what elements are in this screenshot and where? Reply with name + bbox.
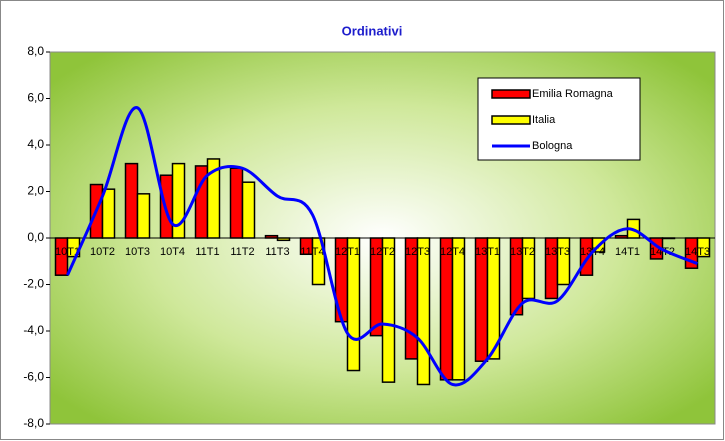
y-tick-label: -6,0 (23, 370, 44, 384)
x-tick-label: 10T4 (160, 246, 185, 258)
legend-label: Emilia Romagna (532, 88, 614, 100)
bar (311, 237, 326, 286)
bar (136, 193, 151, 239)
bar (521, 237, 536, 300)
x-tick-label: 10T2 (90, 246, 115, 258)
bar (241, 181, 256, 239)
x-tick-label: 13T1 (475, 246, 500, 258)
x-tick-label: 11T1 (195, 246, 219, 258)
x-tick-label: 14T3 (685, 246, 710, 258)
bar (439, 237, 454, 381)
bar (101, 188, 116, 239)
x-tick-label: 11T4 (300, 246, 324, 258)
bar (614, 234, 629, 239)
y-tick-label: 0,0 (27, 230, 44, 244)
y-tick-label: 4,0 (27, 137, 44, 151)
x-tick-label: 12T3 (405, 246, 430, 258)
x-tick-label: 12T4 (440, 246, 465, 258)
x-tick-label: 10T3 (125, 246, 150, 258)
x-tick-label: 13T3 (545, 246, 570, 258)
legend-label: Bologna (532, 140, 573, 152)
y-tick-label: -8,0 (23, 416, 44, 430)
x-tick-label: 14T1 (615, 246, 640, 258)
y-tick-label: 8,0 (27, 44, 44, 58)
bar (696, 237, 711, 258)
chart-title: Ordinativi (342, 23, 403, 38)
legend-swatch (491, 89, 531, 99)
bar (661, 237, 676, 240)
bar (416, 237, 431, 386)
x-tick-label: 11T2 (230, 246, 254, 258)
bar (171, 162, 186, 239)
bar (276, 237, 291, 242)
x-tick-label: 11T3 (265, 246, 289, 258)
bar (486, 237, 501, 360)
bar (451, 237, 466, 381)
bar (229, 167, 244, 239)
line (66, 106, 699, 387)
legend-label: Italia (532, 114, 556, 126)
x-tick-label: 14T2 (650, 246, 675, 258)
y-tick-label: -2,0 (23, 277, 44, 291)
y-tick-label: 2,0 (27, 184, 44, 198)
legend-swatch (491, 115, 531, 125)
y-tick-label: -4,0 (23, 323, 44, 337)
x-tick-label: 13T2 (510, 246, 535, 258)
bar (556, 237, 571, 286)
bar (124, 162, 139, 239)
x-tick-label: 10T1 (55, 246, 80, 258)
y-tick-label: 6,0 (27, 91, 44, 105)
x-tick-label: 12T2 (370, 246, 395, 258)
bar (264, 234, 279, 239)
bar (381, 237, 396, 383)
bar (206, 158, 221, 239)
x-tick-label: 12T1 (335, 246, 360, 258)
